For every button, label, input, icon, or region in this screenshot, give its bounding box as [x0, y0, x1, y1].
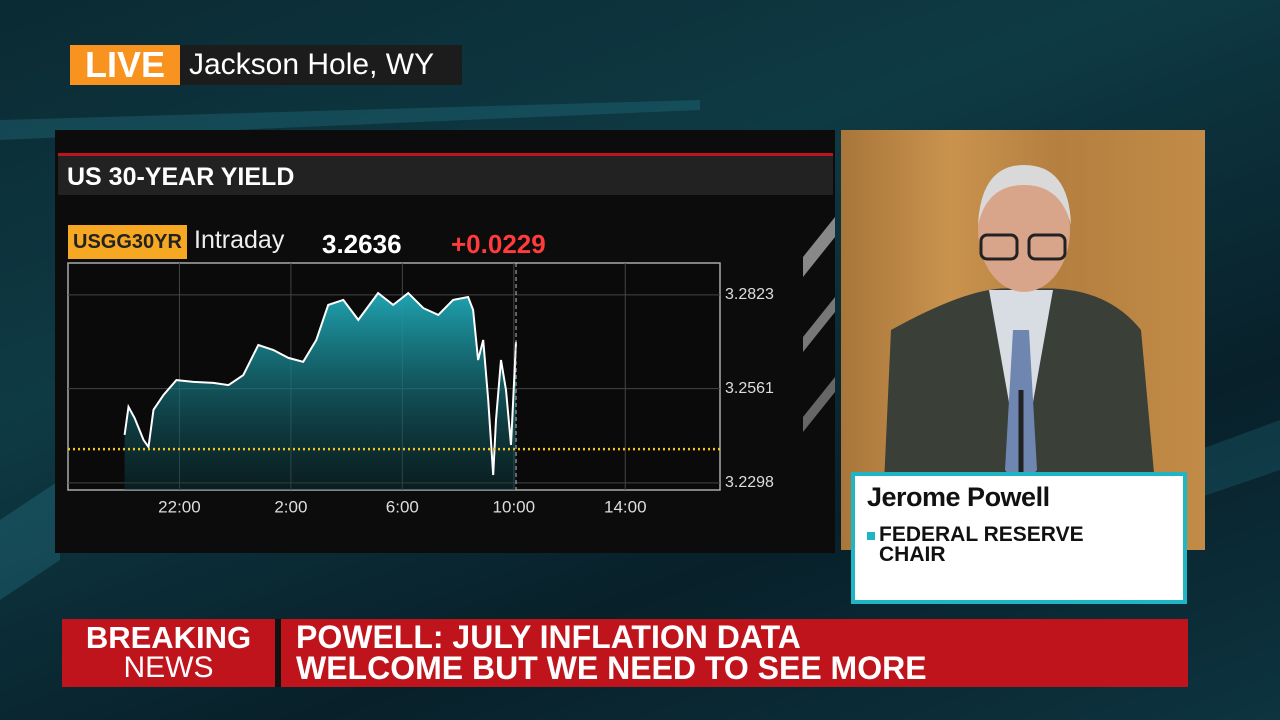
y-tick-label: 3.2561 [725, 380, 774, 397]
line [123, 291, 517, 476]
panel-stripes [803, 217, 835, 432]
x-tick-label: 6:00 [386, 497, 419, 516]
x-tick-label: 14:00 [604, 497, 647, 516]
x-tick-label: 2:00 [274, 497, 307, 516]
x-tick-label: 10:00 [493, 497, 536, 516]
last-price: 3.2636 [322, 229, 402, 259]
live-badge: LIVE [70, 45, 180, 85]
area [124, 293, 517, 490]
chart-title: US 30-YEAR YIELD [58, 153, 833, 195]
headline-line: POWELL: JULY INFLATION DATA [296, 619, 801, 655]
location: Jackson Hole, WY [180, 45, 462, 85]
headline-line: WELCOME BUT WE NEED TO SEE MORE [296, 650, 927, 686]
divider [275, 619, 281, 687]
news-label: NEWS [123, 651, 214, 684]
y-tick-label: 3.2823 [725, 286, 774, 303]
period: Intraday [194, 226, 285, 254]
breaking-bar: BREAKING NEWS POWELL: JULY INFLATION DAT… [62, 619, 1188, 687]
x-tick-label: 22:00 [158, 497, 201, 516]
y-tick-label: 3.2298 [725, 474, 774, 491]
breaking-label: BREAKING [85, 620, 252, 655]
speaker-name: Jerome Powell [867, 482, 1050, 512]
bullet [867, 532, 875, 540]
speaker-title: FEDERAL RESERVE CHAIR [879, 523, 1084, 566]
lower-third: Jerome Powell FEDERAL RESERVE CHAIR [851, 472, 1187, 604]
price-change: +0.0229 [451, 229, 546, 259]
ticker: USGG30YR [68, 225, 187, 259]
